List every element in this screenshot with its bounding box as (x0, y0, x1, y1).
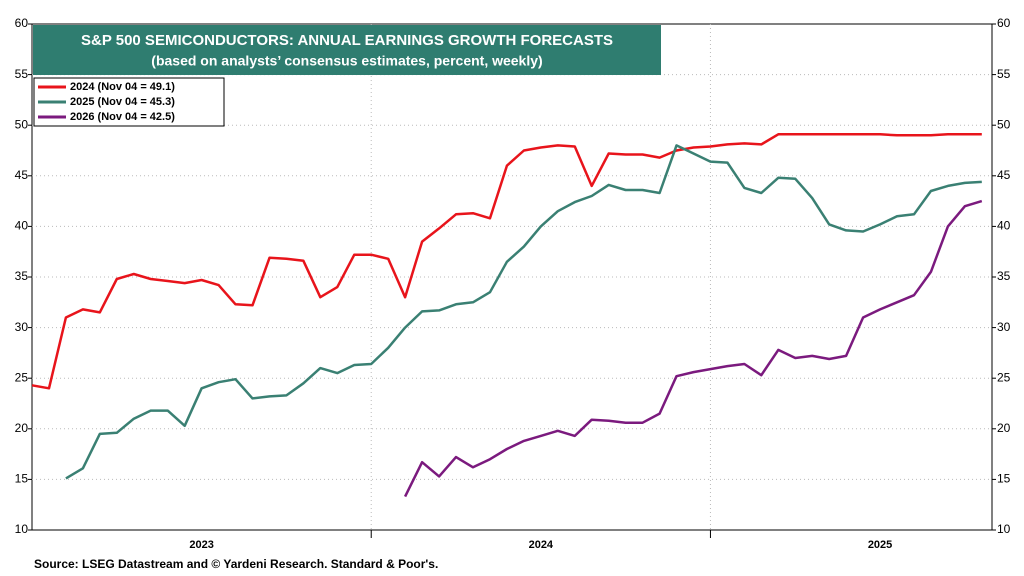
y-tick-label: 25 (15, 370, 29, 384)
y-tick-label: 15 (15, 472, 29, 486)
legend-label: 2026 (Nov 04 = 42.5) (70, 111, 175, 123)
y-tick-label: 55 (15, 67, 29, 81)
y-tick-label: 60 (15, 16, 29, 30)
legend-label: 2025 (Nov 04 = 45.3) (70, 96, 175, 108)
title-box (33, 25, 661, 75)
y-tick-label: 10 (15, 522, 29, 536)
y2-tick-label: 25 (997, 370, 1011, 384)
y2-tick-label: 35 (997, 269, 1011, 283)
y-tick-label: 30 (15, 320, 29, 334)
chart-subtitle: (based on analysts’ consensus estimates,… (151, 53, 542, 69)
y2-tick-label: 10 (997, 522, 1011, 536)
y2-tick-label: 20 (997, 421, 1011, 435)
y2-tick-label: 15 (997, 472, 1011, 486)
lines (31, 133, 983, 498)
legend: 2024 (Nov 04 = 49.1) 2025 (Nov 04 = 45.3)… (38, 81, 175, 123)
y-tick-label: 50 (15, 117, 29, 131)
legend-label: 2024 (Nov 04 = 49.1) (70, 81, 175, 93)
x-tick-label: 2024 (529, 539, 554, 551)
y-tick-label: 20 (15, 421, 29, 435)
source: Source: LSEG Datastream and © Yardeni Re… (34, 557, 438, 571)
y2-tick-label: 40 (997, 219, 1011, 233)
x-tick-label: 2025 (868, 539, 892, 551)
series-line (31, 133, 982, 390)
x-tick-label: 2023 (189, 539, 213, 551)
y2-tick-label: 60 (997, 16, 1011, 30)
y-tick-label: 40 (15, 219, 29, 233)
series-line (65, 144, 982, 480)
chart-title: S&P 500 SEMICONDUCTORS: ANNUAL EARNINGS … (81, 32, 613, 49)
y2-tick-label: 30 (997, 320, 1011, 334)
series-line (403, 199, 983, 498)
y2-tick-label: 45 (997, 168, 1011, 182)
y-tick-label: 45 (15, 168, 29, 182)
y2-tick-label: 50 (997, 117, 1011, 131)
y2-tick-label: 55 (997, 67, 1011, 81)
y-tick-label: 35 (15, 269, 29, 283)
